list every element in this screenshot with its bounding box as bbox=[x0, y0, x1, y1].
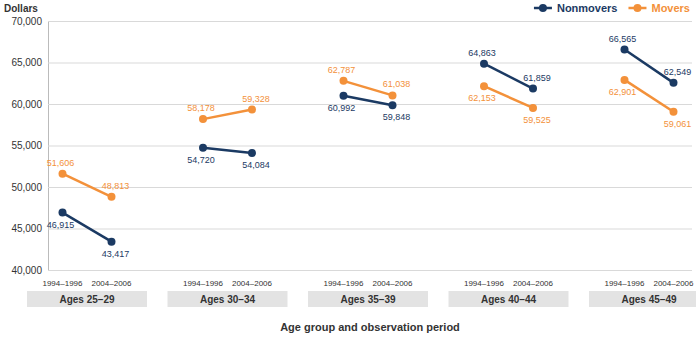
data-label: 51,606 bbox=[47, 158, 75, 168]
group-label: Ages 40–44 bbox=[481, 294, 536, 305]
x-tick-label: 2004–2006 bbox=[232, 279, 273, 288]
y-tick-label: 50,000 bbox=[11, 182, 42, 193]
y-tick: 70,000 bbox=[11, 16, 692, 27]
y-axis: 40,000 45,000 50,000 55,000 60,000 65,000 70,0… bbox=[11, 16, 692, 276]
y-tick: 50,000 bbox=[11, 182, 692, 193]
grid-line bbox=[48, 104, 692, 105]
y-axis-line bbox=[49, 22, 693, 271]
x-tick-label: 2004–2006 bbox=[91, 279, 132, 288]
y-tick-label: 55,000 bbox=[11, 140, 42, 151]
legend-marker bbox=[633, 4, 641, 12]
group-box bbox=[168, 291, 288, 307]
point bbox=[340, 92, 348, 100]
data-label: 59,061 bbox=[664, 119, 692, 129]
legend-label: Nonmovers bbox=[557, 2, 618, 14]
point bbox=[389, 91, 397, 99]
data-label: 61,859 bbox=[523, 73, 551, 83]
group-label: Ages 45–49 bbox=[621, 294, 676, 305]
x-tick-label: 1994–1996 bbox=[464, 279, 505, 288]
grid-line bbox=[48, 21, 692, 22]
point bbox=[621, 46, 629, 54]
data-label: 62,153 bbox=[468, 93, 496, 103]
x-tick-label: 2004–2006 bbox=[653, 279, 694, 288]
point bbox=[670, 79, 678, 87]
point bbox=[59, 170, 67, 178]
data-label: 66,565 bbox=[609, 34, 637, 44]
point bbox=[340, 77, 348, 85]
data-label: 61,038 bbox=[383, 79, 411, 89]
y-tick: 40,000 bbox=[11, 265, 692, 276]
data-label: 43,417 bbox=[102, 249, 130, 259]
data-label: 58,178 bbox=[187, 103, 215, 113]
point bbox=[529, 85, 537, 93]
series-line bbox=[203, 148, 252, 153]
grid-line bbox=[48, 146, 692, 147]
x-tick-label: 1994–1996 bbox=[604, 279, 645, 288]
point bbox=[248, 106, 256, 114]
grid-line bbox=[48, 187, 692, 188]
point bbox=[389, 101, 397, 109]
data-label: 62,901 bbox=[609, 87, 637, 97]
legend-marker bbox=[539, 4, 547, 12]
x-tick-label: 1994–1996 bbox=[42, 279, 83, 288]
x-tick-label: 1994–1996 bbox=[183, 279, 224, 288]
chart: 40,000 45,000 50,000 55,000 60,000 65,000 70,0… bbox=[0, 0, 696, 339]
legend-label: Movers bbox=[651, 2, 690, 14]
y-tick: 55,000 bbox=[11, 140, 692, 151]
y-tick-label: 65,000 bbox=[11, 57, 42, 68]
x-axis-title: Age group and observation period bbox=[280, 321, 460, 333]
group-box bbox=[308, 291, 428, 307]
point bbox=[480, 82, 488, 90]
x-tick-label: 1994–1996 bbox=[323, 279, 364, 288]
point bbox=[108, 238, 116, 246]
point bbox=[199, 144, 207, 152]
grid-line bbox=[48, 229, 692, 230]
data-label: 60,992 bbox=[328, 103, 356, 113]
legend: Movers Nonmovers bbox=[534, 2, 690, 14]
point bbox=[529, 104, 537, 112]
y-tick: 45,000 bbox=[11, 223, 692, 234]
point bbox=[59, 209, 67, 217]
data-labels: 46,915 43,417 54,720 54,084 60,992 59,848 64,8… bbox=[47, 34, 692, 259]
y-axis-title: Dollars bbox=[4, 3, 38, 14]
group-label: Ages 25–29 bbox=[59, 294, 114, 305]
y-tick-label: 70,000 bbox=[11, 16, 42, 27]
data-label: 62,549 bbox=[664, 67, 692, 77]
data-label: 59,848 bbox=[383, 112, 411, 122]
group-box bbox=[449, 291, 569, 307]
group-label: Ages 35–39 bbox=[340, 294, 395, 305]
group-box bbox=[589, 291, 696, 307]
point bbox=[480, 60, 488, 68]
plot-marks bbox=[59, 46, 678, 246]
grid-line bbox=[48, 63, 692, 64]
y-tick-label: 40,000 bbox=[11, 265, 42, 276]
point bbox=[108, 193, 116, 201]
data-label: 59,328 bbox=[242, 94, 270, 104]
data-label: 48,813 bbox=[102, 181, 130, 191]
data-label: 46,915 bbox=[47, 220, 75, 230]
x-tick-label: 2004–2006 bbox=[513, 279, 554, 288]
group-box bbox=[27, 291, 147, 307]
y-tick-label: 60,000 bbox=[11, 99, 42, 110]
point bbox=[248, 149, 256, 157]
data-label: 59,525 bbox=[523, 115, 551, 125]
y-tick-label: 45,000 bbox=[11, 223, 42, 234]
data-label: 54,084 bbox=[242, 160, 270, 170]
x-tick-label: 2004–2006 bbox=[372, 279, 413, 288]
point bbox=[199, 115, 207, 123]
point bbox=[621, 76, 629, 84]
data-label: 54,720 bbox=[187, 155, 215, 165]
group-label: Ages 30–34 bbox=[200, 294, 255, 305]
data-label: 62,787 bbox=[328, 65, 356, 75]
data-label: 64,863 bbox=[468, 48, 496, 58]
point bbox=[670, 108, 678, 116]
grid-line bbox=[48, 270, 692, 271]
